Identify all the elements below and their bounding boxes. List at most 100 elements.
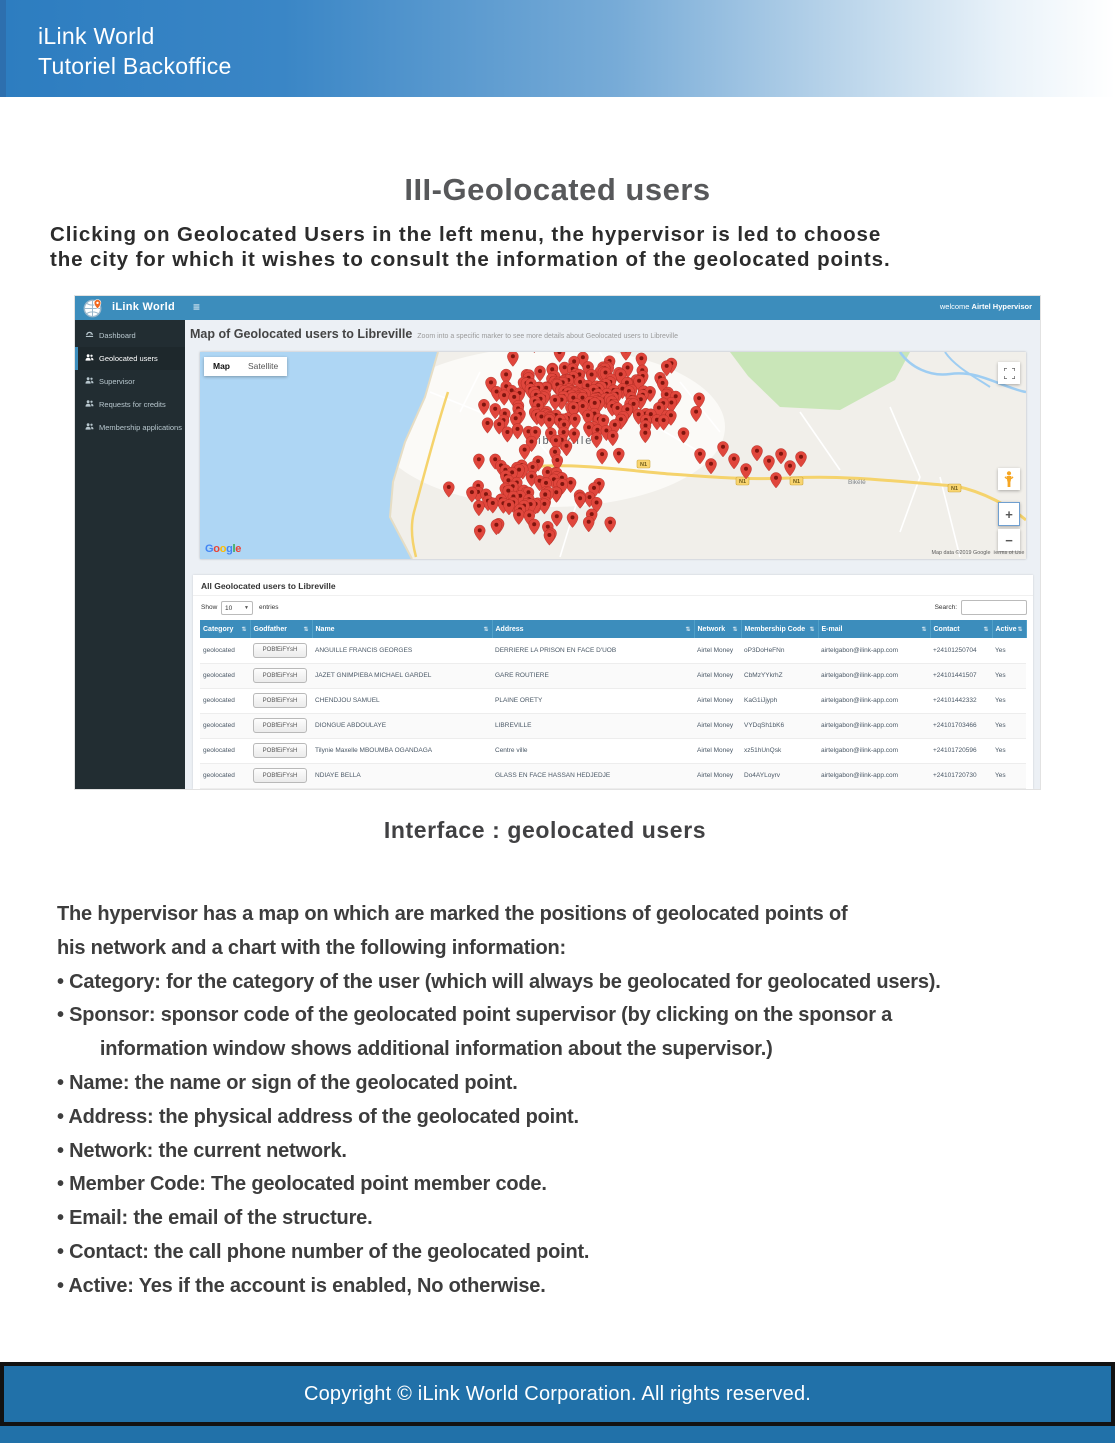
column-header-category[interactable]: Category ⇅ (200, 620, 251, 638)
column-header-active[interactable]: Active ⇅ (992, 620, 1027, 638)
zoom-out-button[interactable]: − (998, 529, 1020, 551)
users-icon (85, 399, 94, 410)
sort-icon: ⇅ (983, 625, 989, 633)
cell-membership-code: KaG1iJjyph (741, 688, 818, 714)
map-section-subtitle: Zoom into a specific marker to see more … (417, 333, 678, 340)
sidebar-item-requests-for-credits[interactable]: Requests for credits (75, 393, 185, 416)
terms-of-use-link[interactable]: Terms of Use (992, 550, 1024, 556)
cell-e-mail: airtelgabon@ilink-app.com (818, 688, 930, 714)
cell-category: geolocated (200, 713, 250, 739)
cell-membership-code: Do4AYLoyrv (741, 763, 818, 789)
cell-network: Airtel Money (694, 663, 741, 689)
cell-godfather: POBfEiFYsH (250, 763, 312, 789)
godfather-button[interactable]: POBfEiFYsH (253, 743, 307, 758)
godfather-button[interactable]: POBfEiFYsH (253, 768, 307, 783)
cell-address: DERRIERE LA PRISON EN FACE D'UOB (492, 638, 694, 664)
cell-name: DIONGUE ABDOULAYE (312, 713, 492, 739)
cell-network: Airtel Money (694, 688, 741, 714)
godfather-button[interactable]: POBfEiFYsH (253, 668, 307, 683)
footer: Copyright © iLink World Corporation. All… (0, 1362, 1115, 1426)
banner-line2: Tutoriel Backoffice (38, 53, 232, 79)
svg-text:N1: N1 (640, 462, 647, 468)
column-header-address[interactable]: Address ⇅ (492, 620, 695, 638)
cell-address: GARE ROUTIERE (492, 663, 694, 689)
cell-network: Airtel Money (694, 713, 741, 739)
table-row: geolocated POBfEiFYsH CHENDJOU SAMUEL PLAIN… (200, 688, 1026, 714)
cell-active: Yes (992, 688, 1026, 714)
pegman-streetview-button[interactable] (998, 468, 1020, 490)
cell-membership-code: oP3DoHeFNn (741, 638, 818, 664)
map-place-label: Bikélé (848, 479, 866, 486)
sidebar-item-dashboard[interactable]: Dashboard (75, 324, 185, 347)
sidebar-item-geolocated-users[interactable]: Geolocated users (75, 347, 185, 370)
cell-e-mail: airtelgabon@ilink-app.com (818, 763, 930, 789)
cell-godfather: POBfEiFYsH (250, 713, 312, 739)
cell-contact: +24101703466 (930, 713, 992, 739)
doc-banner-text: iLink World Tutoriel Backoffice (38, 21, 232, 81)
cell-contact: +24101441507 (930, 663, 992, 689)
godfather-button[interactable]: POBfEiFYsH (253, 642, 307, 658)
footer-strip (0, 1426, 1115, 1443)
intro-paragraph: Clicking on Geolocated Users in the left… (50, 222, 1080, 272)
godfather-button[interactable]: POBfEiFYsH (253, 693, 307, 708)
description-line: • Email: the email of the structure. (57, 1207, 373, 1230)
sort-icon: ⇅ (809, 625, 815, 633)
godfather-button[interactable]: POBfEiFYsH (253, 718, 307, 733)
svg-text:N1: N1 (739, 479, 746, 485)
cell-category: geolocated (200, 763, 250, 789)
table-row: geolocated POBfEiFYsH ANGUILLE FRANCIS GEO… (200, 638, 1026, 664)
cell-active: Yes (992, 638, 1026, 664)
column-header-godfather[interactable]: Godfather ⇅ (250, 620, 313, 638)
sort-icon: ⇅ (1017, 625, 1023, 633)
cell-active: Yes (992, 738, 1026, 764)
app-screenshot: iLink World ≡ welcome Airtel Hypervisor … (75, 296, 1040, 789)
search-label: Search: (934, 604, 957, 611)
cell-contact: +24101442332 (930, 688, 992, 714)
cell-e-mail: airtelgabon@ilink-app.com (818, 738, 930, 764)
cell-category: geolocated (200, 663, 250, 689)
description-line: • Active: Yes if the account is enabled,… (57, 1274, 546, 1297)
hamburger-menu-icon[interactable]: ≡ (193, 300, 201, 314)
column-header-e-mail[interactable]: E-mail ⇅ (818, 620, 931, 638)
description-line: The hypervisor has a map on which are ma… (57, 903, 848, 925)
page-size-select[interactable]: 10 ▼ (221, 601, 253, 615)
cell-category: geolocated (200, 688, 250, 714)
sidebar-item-supervisor[interactable]: Supervisor (75, 370, 185, 393)
sort-icon: ⇅ (685, 625, 691, 633)
search-input[interactable] (961, 600, 1027, 615)
sidebar-item-membership-applications[interactable]: Membership applications (75, 416, 185, 439)
table-controls: Show 10 ▼ entries Search: (193, 596, 1033, 620)
map-type-map-button[interactable]: Map (213, 361, 230, 371)
cell-name: JAZET GNIMPIEBA MICHAEL GARDEL (312, 663, 492, 689)
map-section-title: Map of Geolocated users to Libreville Zoo… (190, 327, 678, 341)
cell-name: NDIAYE BELLA (312, 763, 492, 789)
column-header-membership-code[interactable]: Membership Code ⇅ (741, 620, 819, 638)
description-line: • Address: the physical address of the g… (57, 1105, 579, 1128)
cell-godfather: POBfEiFYsH (250, 688, 312, 714)
column-header-contact[interactable]: Contact ⇅ (930, 620, 993, 638)
app-sidebar: Dashboard Geolocated users Supervisor Reque… (75, 320, 185, 789)
description-line: • Member Code: The geolocated point memb… (57, 1173, 547, 1196)
page-title: III-Geolocated users (404, 172, 711, 207)
welcome-user-name: Airtel Hypervisor (971, 302, 1032, 311)
sort-icon: ⇅ (303, 625, 309, 633)
table-row: geolocated POBfEiFYsH NDIAYE BELLA GLASS EN… (200, 763, 1026, 789)
description-line: • Network: the current network. (57, 1139, 347, 1162)
table-header-row: Category ⇅ Godfather ⇅ Name ⇅ Address ⇅ Network ⇅… (200, 620, 1027, 638)
svg-text:N1: N1 (793, 479, 800, 485)
map-attribution: Map data ©2019 Google (931, 550, 990, 556)
users-icon (85, 353, 94, 364)
map-type-satellite-button[interactable]: Satellite (248, 361, 279, 371)
fullscreen-button[interactable] (998, 362, 1020, 384)
welcome-user-label: welcome Airtel Hypervisor (939, 302, 1032, 311)
column-header-network[interactable]: Network ⇅ (694, 620, 742, 638)
column-header-name[interactable]: Name ⇅ (312, 620, 493, 638)
cell-active: Yes (992, 663, 1026, 689)
map-type-control: Map Satellite (204, 357, 288, 376)
cell-address: GLASS EN FACE HASSAN HEDJEDJE (492, 763, 694, 789)
cell-godfather: POBfEiFYsH (250, 663, 312, 689)
table-row: geolocated POBfEiFYsH JAZET GNIMPIEBA MICH… (200, 663, 1026, 689)
zoom-in-button[interactable]: + (998, 502, 1020, 526)
